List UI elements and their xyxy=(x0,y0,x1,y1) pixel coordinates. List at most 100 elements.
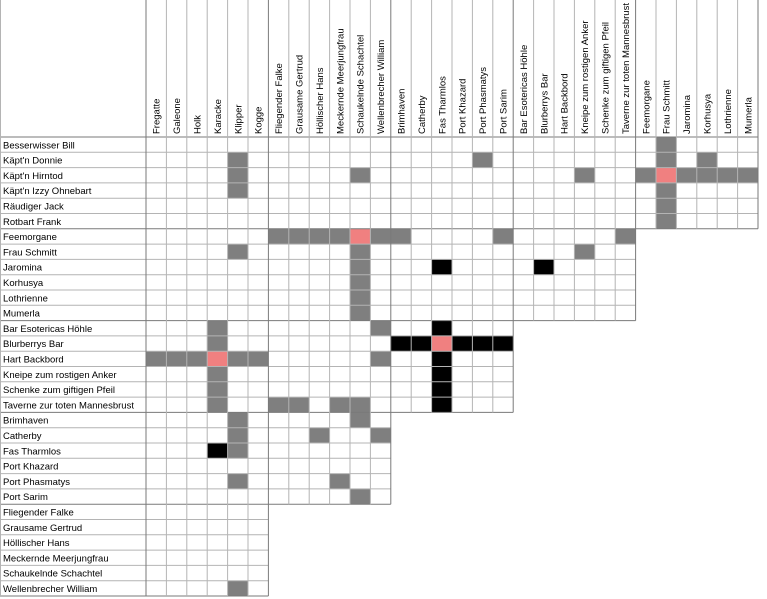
cell-mark-grey[interactable] xyxy=(227,244,248,260)
cell-mark-grey[interactable] xyxy=(207,397,228,413)
cell-mark-grey[interactable] xyxy=(146,351,167,367)
cell-mark-grey[interactable] xyxy=(350,274,371,290)
cell-mark-black[interactable] xyxy=(431,320,452,336)
cell-mark-grey[interactable] xyxy=(370,320,391,336)
column-header-mumerla: Mumerla xyxy=(743,96,754,134)
cell-mark-grey[interactable] xyxy=(676,167,697,183)
column-header-bar-esotericas-hohle: Bar Esotericas Höhle xyxy=(519,45,530,134)
cell-mark-grey[interactable] xyxy=(207,381,228,398)
cell-mark-grey[interactable] xyxy=(696,167,718,183)
cell-mark-grey[interactable] xyxy=(227,443,248,459)
cell-mark-grey[interactable] xyxy=(656,213,677,229)
cell-mark-red[interactable] xyxy=(656,167,677,183)
column-header-karacke: Karacke xyxy=(213,99,224,134)
column-header-taverne-zur-toten-mannesbrust: Taverne zur toten Mannesbrust xyxy=(621,3,632,134)
cell-mark-grey[interactable] xyxy=(248,351,269,367)
cell-mark-grey[interactable] xyxy=(227,351,248,367)
row-label-lothrienne: Lothrienne xyxy=(3,293,48,304)
cell-mark-black[interactable] xyxy=(431,259,452,275)
cell-mark-grey[interactable] xyxy=(350,259,371,275)
cell-mark-black[interactable] xyxy=(431,381,452,398)
row-label-besserwisser-bill: Besserwisser Bill xyxy=(3,140,75,151)
cell-mark-grey[interactable] xyxy=(329,397,350,413)
cell-mark-grey[interactable] xyxy=(370,228,391,245)
column-header-fas-tharmlos: Fas Tharmlos xyxy=(437,76,448,134)
column-header-frau-schmitt: Frau Schmitt xyxy=(662,80,673,134)
column-header-klipper: Klipper xyxy=(233,104,244,134)
cell-mark-grey[interactable] xyxy=(350,305,371,321)
cell-mark-grey[interactable] xyxy=(350,488,371,505)
cell-mark-black[interactable] xyxy=(533,259,554,275)
cell-mark-grey[interactable] xyxy=(227,182,248,199)
cell-mark-grey[interactable] xyxy=(207,366,228,382)
cell-mark-grey[interactable] xyxy=(350,167,371,183)
cell-mark-grey[interactable] xyxy=(288,228,310,245)
cell-mark-grey[interactable] xyxy=(207,320,228,336)
cell-mark-grey[interactable] xyxy=(350,397,371,413)
cell-mark-grey[interactable] xyxy=(656,198,677,214)
cell-mark-grey[interactable] xyxy=(227,580,248,596)
cell-mark-grey[interactable] xyxy=(370,427,391,443)
cell-mark-grey[interactable] xyxy=(574,244,595,260)
cell-mark-grey[interactable] xyxy=(737,167,758,183)
cell-mark-grey[interactable] xyxy=(288,397,310,413)
cell-mark-grey[interactable] xyxy=(492,228,514,245)
cell-mark-grey[interactable] xyxy=(574,167,595,183)
cell-mark-grey[interactable] xyxy=(268,228,289,245)
column-header-feemorgane: Feemorgane xyxy=(641,80,652,134)
cell-mark-grey[interactable] xyxy=(329,228,350,245)
cell-mark-grey[interactable] xyxy=(615,228,636,245)
cell-mark-grey[interactable] xyxy=(227,152,248,168)
cell-mark-grey[interactable] xyxy=(656,137,677,153)
column-header-kneipe-zum-rostigen-anker: Kneipe zum rostigen Anker xyxy=(580,20,591,134)
row-label-blurberrys-bar: Blurberrys Bar xyxy=(3,339,64,350)
row-label-bar-esotericas-hohle: Bar Esotericas Höhle xyxy=(3,324,92,335)
column-header-port-khazard: Port Khazard xyxy=(458,79,469,134)
column-header-fregatte: Fregatte xyxy=(152,99,163,134)
cell-mark-grey[interactable] xyxy=(656,182,677,199)
cell-mark-grey[interactable] xyxy=(472,152,493,168)
row-label-kapt-n-hirntod: Käpt'n Hirntod xyxy=(3,171,63,182)
cell-mark-black[interactable] xyxy=(390,335,412,352)
cell-mark-grey[interactable] xyxy=(717,167,738,183)
cell-mark-grey[interactable] xyxy=(186,351,208,367)
cell-mark-black[interactable] xyxy=(411,335,432,352)
cell-mark-black[interactable] xyxy=(452,335,473,352)
cell-mark-grey[interactable] xyxy=(309,228,330,245)
cell-mark-grey[interactable] xyxy=(227,473,248,489)
column-header-lothrienne: Lothrienne xyxy=(723,89,734,134)
cell-mark-grey[interactable] xyxy=(207,335,228,352)
cell-mark-grey[interactable] xyxy=(309,427,330,443)
cell-mark-grey[interactable] xyxy=(350,412,371,428)
cell-mark-grey[interactable] xyxy=(390,228,412,245)
cell-mark-grey[interactable] xyxy=(370,351,391,367)
cell-mark-black[interactable] xyxy=(207,443,228,459)
cell-mark-grey[interactable] xyxy=(227,412,248,428)
cell-mark-grey[interactable] xyxy=(635,167,656,183)
column-header-hart-backbord: Hart Backbord xyxy=(560,73,571,134)
cell-mark-grey[interactable] xyxy=(227,427,248,443)
row-label-schenke-zum-giftigen-pfeil: Schenke zum giftigen Pfeil xyxy=(3,385,115,396)
cell-mark-grey[interactable] xyxy=(268,397,289,413)
cell-mark-black[interactable] xyxy=(492,335,514,352)
cell-mark-red[interactable] xyxy=(207,351,228,367)
cell-mark-black[interactable] xyxy=(431,351,452,367)
cell-mark-red[interactable] xyxy=(350,228,371,245)
cell-mark-grey[interactable] xyxy=(227,167,248,183)
cell-mark-black[interactable] xyxy=(472,335,493,352)
row-label-kapt-n-izzy-ohnebart: Käpt'n Izzy Ohnebart xyxy=(3,186,92,197)
cell-mark-grey[interactable] xyxy=(350,290,371,306)
cell-mark-grey[interactable] xyxy=(656,152,677,168)
cell-mark-black[interactable] xyxy=(431,397,452,413)
cell-mark-red[interactable] xyxy=(431,335,452,352)
row-label-wellenbrecher-william: Wellenbrecher William xyxy=(3,584,97,595)
column-header-schaukelnde-schachtel: Schaukelnde Schachtel xyxy=(356,35,367,134)
row-label-kapt-n-donnie: Käpt'n Donnie xyxy=(3,156,62,167)
cell-mark-grey[interactable] xyxy=(166,351,187,367)
cell-mark-grey[interactable] xyxy=(696,152,718,168)
cell-mark-grey[interactable] xyxy=(350,244,371,260)
cell-mark-grey[interactable] xyxy=(329,473,350,489)
row-label-port-phasmatys: Port Phasmatys xyxy=(3,477,70,488)
row-label-catherby: Catherby xyxy=(3,431,42,442)
cell-mark-black[interactable] xyxy=(431,366,452,382)
